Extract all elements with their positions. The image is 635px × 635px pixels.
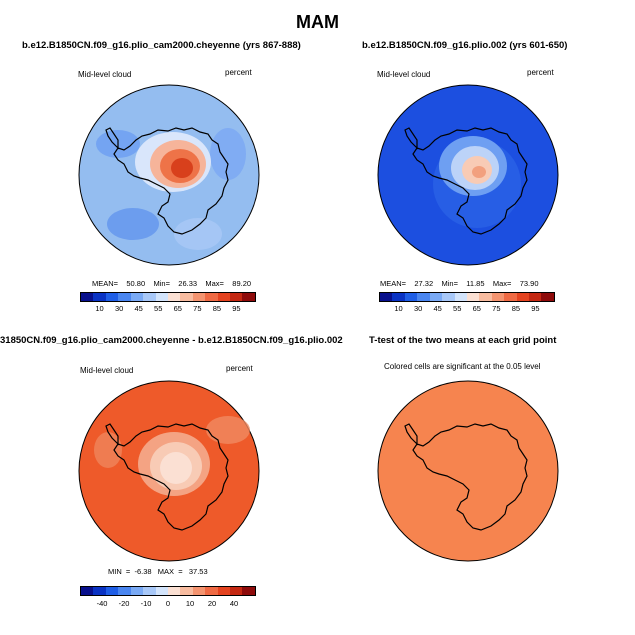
colorbar-swatch — [192, 293, 206, 301]
panel3-units-label: percent — [226, 364, 253, 373]
colorbar-swatch — [180, 293, 193, 301]
panel1-map — [78, 84, 260, 266]
colorbar-swatch — [105, 587, 119, 595]
colorbar-swatch — [81, 293, 94, 301]
colorbar-swatch — [192, 587, 206, 595]
colorbar-tick-label: 65 — [472, 304, 481, 313]
colorbar-tick-label: -20 — [118, 599, 130, 608]
colorbar-tick-label: 10 — [394, 304, 403, 313]
panel1-field-blobs — [96, 128, 246, 250]
colorbar-tick-label: 95 — [531, 304, 540, 313]
panel3-antarctica-coastline — [105, 423, 229, 531]
colorbar-swatch — [516, 293, 530, 301]
panel2-stats: MEAN= 27.32 Min= 11.85 Max= 73.90 — [380, 279, 539, 288]
colorbar-tick-label: 20 — [207, 599, 217, 608]
colorbar-swatch — [230, 293, 243, 301]
colorbar-swatch — [217, 587, 231, 595]
colorbar-tick-label: 30 — [114, 304, 124, 313]
colorbar-swatch — [230, 587, 243, 595]
panel1-antarctica-coastline — [105, 127, 229, 235]
colorbar-swatch — [529, 293, 542, 301]
colorbar-swatch — [491, 293, 505, 301]
colorbar-tick-label: 30 — [413, 304, 423, 313]
panel4-title: T-test of the two means at each grid poi… — [369, 335, 557, 346]
colorbar-tick-label: 55 — [453, 304, 462, 313]
colorbar-swatch — [118, 587, 131, 595]
colorbar-swatch — [380, 293, 393, 301]
panel2-variable-label: Mid-level cloud — [377, 70, 431, 79]
colorbar-tick-label: 85 — [212, 304, 222, 313]
colorbar-swatch — [81, 587, 94, 595]
colorbar-tick-label: 45 — [433, 304, 442, 313]
colorbar-tick-label: 85 — [511, 304, 521, 313]
panel4-significance-note: Colored cells are significant at the 0.0… — [384, 362, 541, 371]
colorbar-swatch — [217, 293, 231, 301]
colorbar-swatch — [242, 587, 255, 595]
panel3-variable-label: Mid-level cloud — [80, 366, 134, 375]
panel1-units-label: percent — [225, 68, 252, 77]
panel1-stats: MEAN= 50.80 Min= 26.33 Max= 89.20 — [92, 279, 252, 288]
colorbar-swatch — [466, 293, 480, 301]
panel1-variable-label: Mid-level cloud — [78, 70, 132, 79]
colorbar-swatch — [479, 293, 492, 301]
colorbar-swatch — [143, 587, 156, 595]
colorbar-swatch — [429, 293, 443, 301]
colorbar-swatch — [454, 293, 467, 301]
colorbar-tick-label: -40 — [96, 599, 108, 608]
colorbar-swatch — [167, 293, 181, 301]
panel1-colorbar — [80, 292, 256, 302]
colorbar-swatch — [504, 293, 517, 301]
colorbar-swatch — [392, 293, 405, 301]
colorbar-swatch — [167, 587, 181, 595]
colorbar-swatch — [180, 587, 193, 595]
panel2-colorbar-ticks: 10 30 45 55 65 75 85 95 — [379, 304, 555, 314]
panel3-map — [78, 380, 260, 562]
colorbar-swatch — [118, 293, 131, 301]
colorbar-swatch — [130, 293, 144, 301]
colorbar-swatch — [93, 587, 106, 595]
figure-title: MAM — [296, 12, 339, 32]
colorbar-swatch — [205, 293, 218, 301]
colorbar-swatch — [205, 587, 218, 595]
panel2-field-blobs — [433, 136, 521, 228]
colorbar-swatch — [442, 293, 455, 301]
panel2-map — [377, 84, 559, 266]
colorbar-tick-label: 0 — [165, 599, 171, 608]
panel4-globe — [377, 380, 559, 562]
panel4-antarctica-coastline — [404, 423, 528, 531]
panel1-title: b.e12.B1850CN.f09_g16.plio_cam2000.cheye… — [22, 40, 301, 51]
colorbar-tick-label: 40 — [229, 599, 239, 608]
panel2-units-label: percent — [527, 68, 554, 77]
colorbar-swatch — [143, 293, 156, 301]
panel3-title: 31850CN.f09_g16.plio_cam2000.cheyenne - … — [0, 335, 343, 346]
colorbar-swatch — [105, 293, 119, 301]
panel2-antarctica-coastline — [404, 127, 528, 235]
colorbar-swatch — [541, 293, 554, 301]
panel4-map — [377, 380, 559, 562]
colorbar-tick-label: 10 — [95, 304, 104, 313]
colorbar-tick-label: 55 — [154, 304, 163, 313]
colorbar-tick-label: 10 — [185, 599, 195, 608]
colorbar-swatch — [404, 293, 418, 301]
colorbar-tick-label: 45 — [134, 304, 143, 313]
panel3-colorbar-ticks: -40 -20 -10 0 10 20 40 — [80, 599, 256, 609]
colorbar-swatch — [417, 293, 430, 301]
colorbar-swatch — [242, 293, 255, 301]
panel3-colorbar — [80, 586, 256, 596]
colorbar-tick-label: 75 — [492, 304, 501, 313]
panel1-colorbar-ticks: 10 30 45 55 65 75 85 95 — [80, 304, 256, 314]
colorbar-swatch — [155, 293, 168, 301]
colorbar-tick-label: 75 — [193, 304, 202, 313]
panel2-colorbar — [379, 292, 555, 302]
panel2-title: b.e12.B1850CN.f09_g16.plio.002 (yrs 601-… — [362, 40, 568, 51]
colorbar-tick-label: -10 — [140, 599, 152, 608]
colorbar-swatch — [93, 293, 106, 301]
colorbar-swatch — [155, 587, 168, 595]
panel3-stats: MIN = -6.38 MAX = 37.53 — [108, 567, 208, 576]
colorbar-tick-label: 65 — [173, 304, 182, 313]
colorbar-swatch — [130, 587, 144, 595]
colorbar-tick-label: 95 — [232, 304, 241, 313]
